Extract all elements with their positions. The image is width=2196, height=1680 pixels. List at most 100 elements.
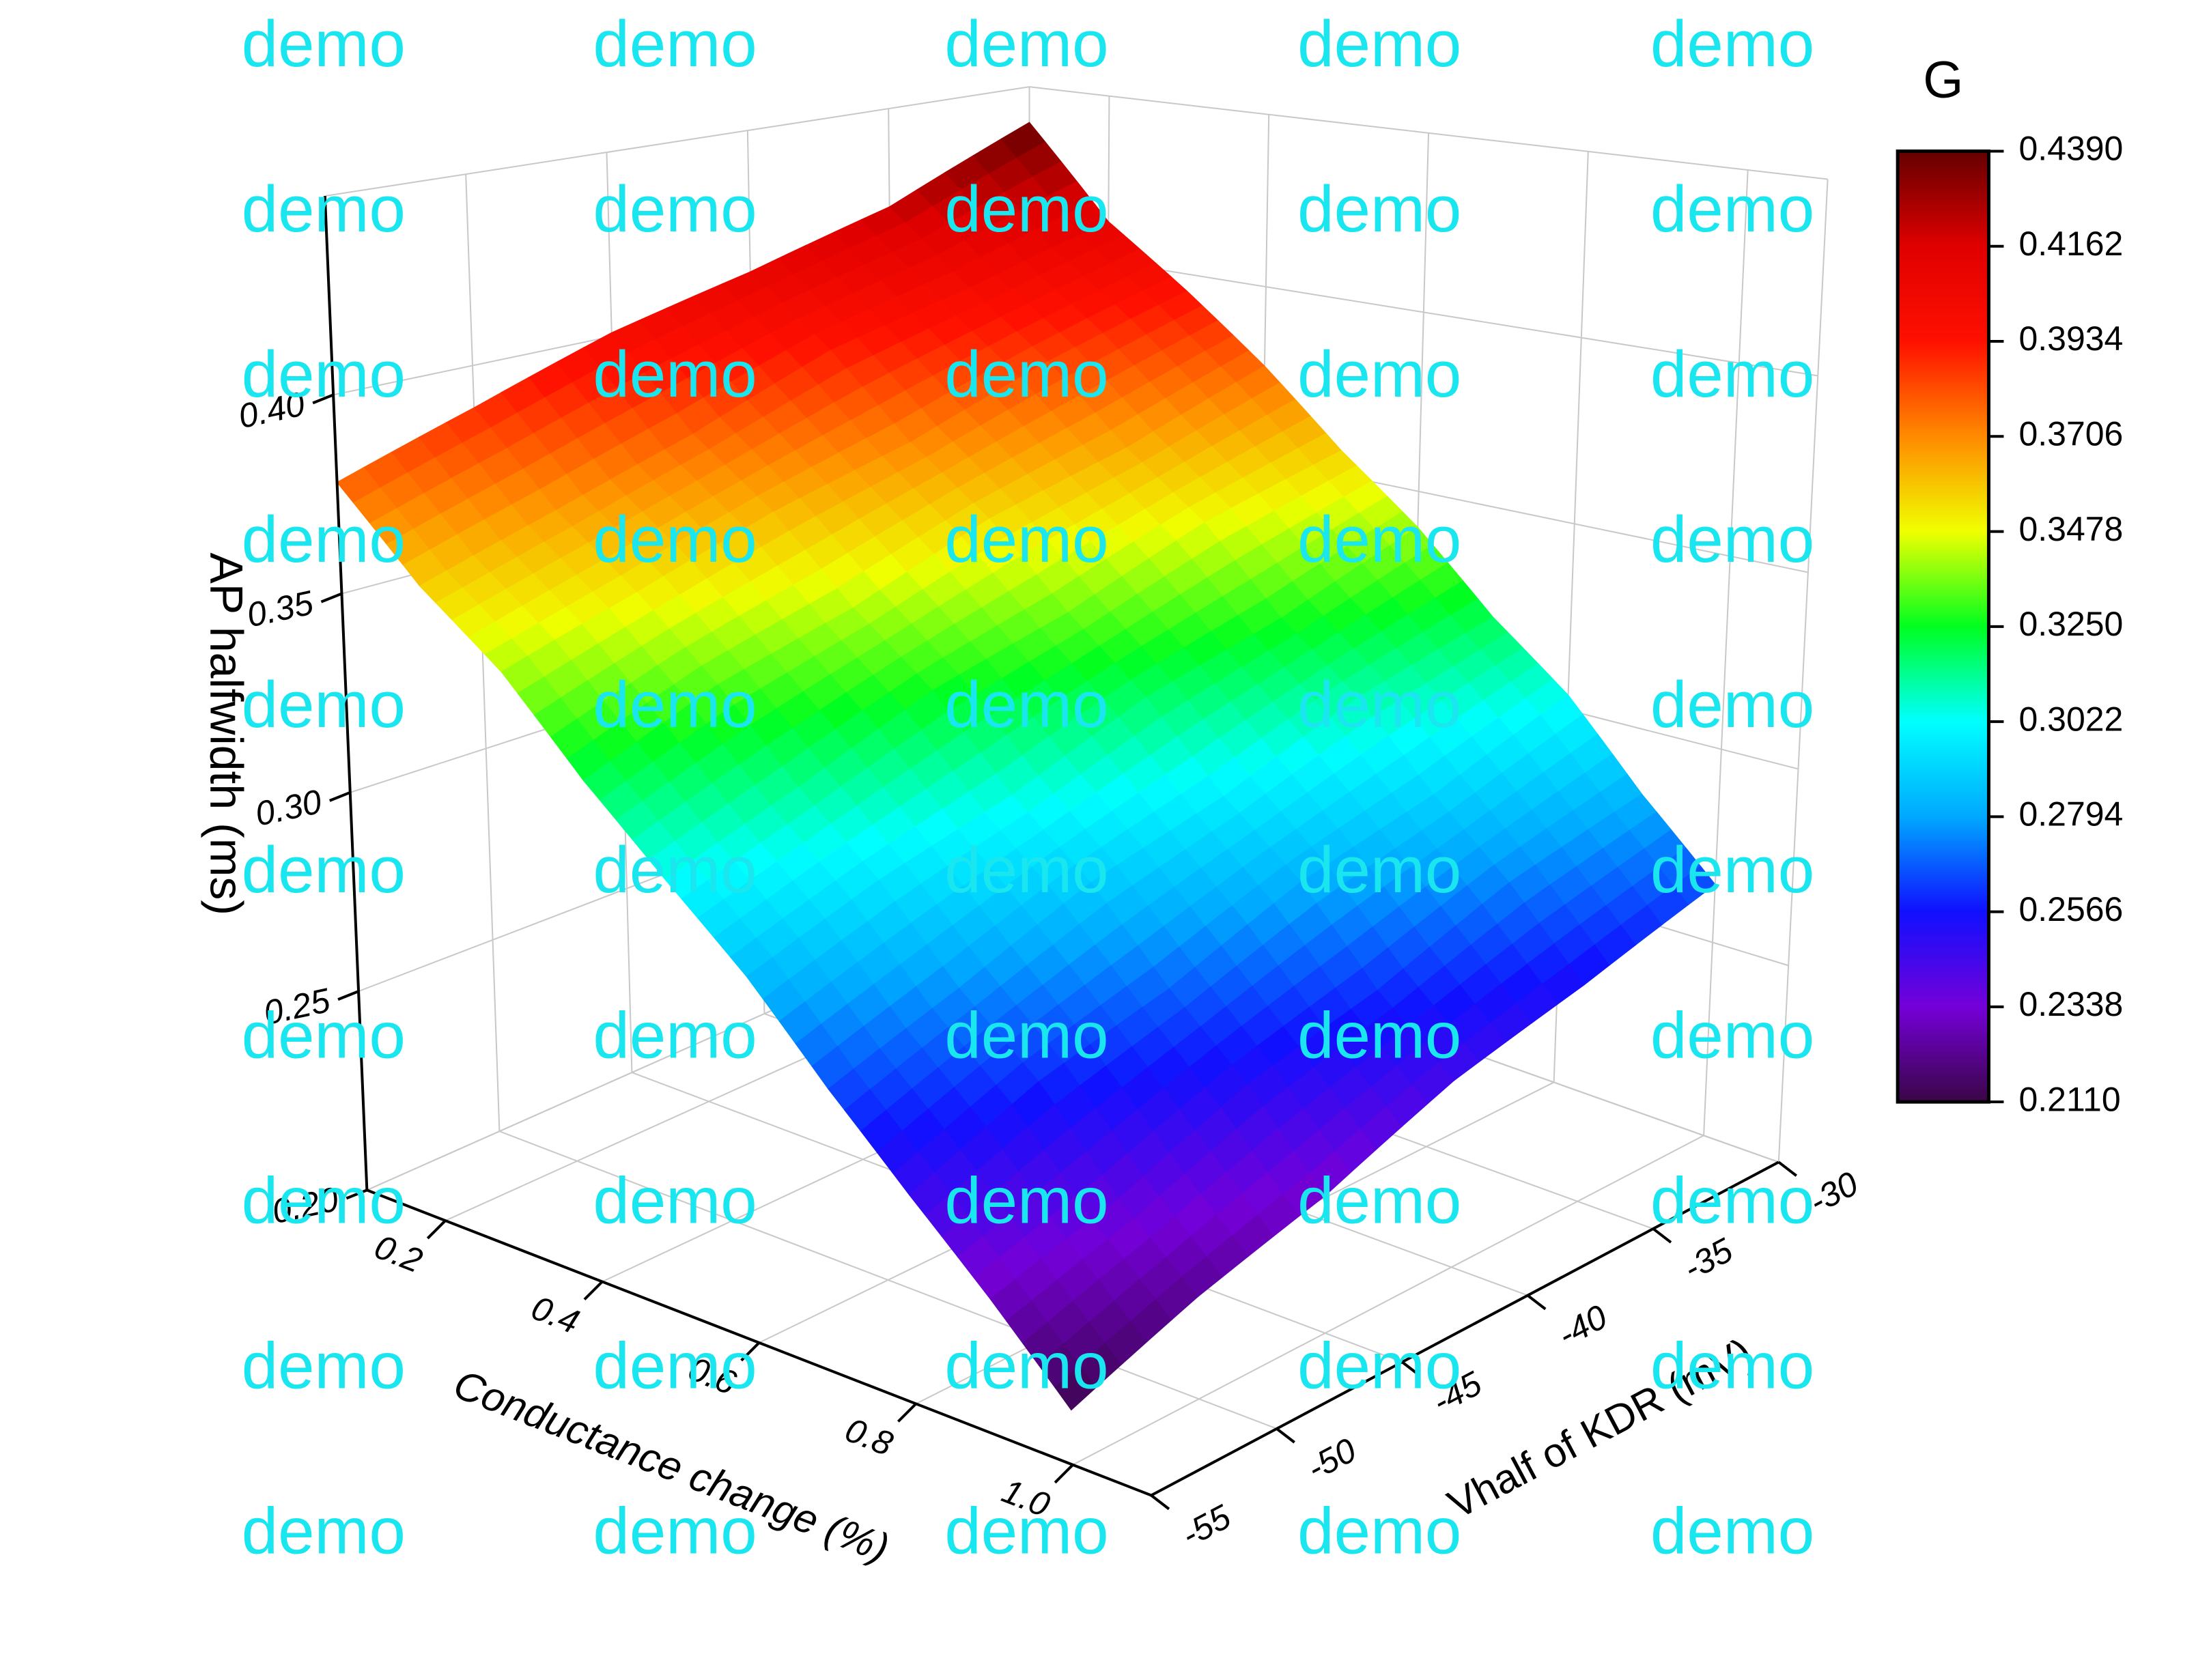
- watermark: demo: [242, 1329, 406, 1402]
- watermark: demo: [593, 8, 757, 81]
- watermark: demo: [1297, 503, 1461, 576]
- z-tick-label: 0.30: [252, 782, 325, 834]
- y-tick: [1527, 1294, 1547, 1311]
- x-grid-line: [1072, 1135, 1704, 1466]
- colorbar-tick-label: 0.2110: [2018, 1080, 2120, 1118]
- watermark: demo: [593, 834, 757, 907]
- surface: [336, 122, 1716, 1411]
- watermark: demo: [593, 1494, 757, 1567]
- watermark: demo: [944, 173, 1108, 246]
- y-axis: [1151, 1161, 1779, 1497]
- x-tick: [583, 1281, 604, 1300]
- watermark: demo: [1297, 668, 1461, 741]
- watermark: demo: [1297, 338, 1461, 411]
- surface-patch: [1673, 866, 1716, 905]
- watermark: demo: [944, 834, 1108, 907]
- watermark: demo: [944, 999, 1108, 1072]
- y-tick-label: -40: [1551, 1297, 1613, 1354]
- surface-patch: [1283, 1173, 1326, 1217]
- z-tick: [346, 1188, 368, 1200]
- y-tick: [1276, 1427, 1295, 1444]
- y-tick-label: -50: [1301, 1431, 1362, 1487]
- watermark: demo: [242, 834, 406, 907]
- z-tick: [329, 791, 351, 802]
- y-tick: [1401, 1361, 1421, 1377]
- z-tick-label: 0.35: [244, 583, 317, 634]
- surface-patch: [1411, 1062, 1454, 1105]
- x-tick: [1054, 1464, 1074, 1484]
- colorbar-tick-label: 0.3934: [2018, 319, 2123, 358]
- x-tick: [426, 1219, 447, 1240]
- colorbar-tick-label: 0.4390: [2018, 130, 2123, 168]
- watermark: demo: [1650, 8, 1814, 81]
- colorbar-tick-label: 0.2338: [2018, 985, 2123, 1023]
- y-grid-line: [499, 1130, 1278, 1429]
- watermark: demo: [1650, 173, 1814, 246]
- colorbar-tick-label: 0.3478: [2018, 510, 2123, 548]
- y-tick: [1150, 1494, 1170, 1511]
- watermark: demo: [1650, 338, 1814, 411]
- watermark: demo: [242, 338, 406, 411]
- z-axis: [323, 196, 369, 1191]
- watermark: demo: [1650, 834, 1814, 907]
- watermark: demo: [242, 173, 406, 246]
- y-tick-label: -35: [1677, 1231, 1738, 1287]
- x-axis: [366, 1188, 1152, 1497]
- watermark: demo: [1297, 1329, 1461, 1402]
- watermark: demo: [1650, 1329, 1814, 1402]
- watermark: demo: [1650, 668, 1814, 741]
- colorbar-tick-label: 0.3706: [2018, 415, 2123, 453]
- z-tick: [320, 592, 343, 603]
- surface-patch: [1542, 963, 1585, 1005]
- x-tick: [897, 1402, 917, 1423]
- watermark: demo: [593, 668, 757, 741]
- colorbar-tick-label: 0.2566: [2018, 890, 2123, 928]
- watermark: demo: [1650, 1494, 1814, 1567]
- watermark: demo: [593, 503, 757, 576]
- colorbar-title: G: [1923, 51, 1963, 109]
- watermark: demo: [1297, 1164, 1461, 1237]
- watermark: demo: [944, 8, 1108, 81]
- y-tick: [1777, 1161, 1798, 1177]
- z-tick: [312, 393, 334, 405]
- watermark: demo: [944, 503, 1108, 576]
- watermark: demo: [242, 503, 406, 576]
- watermark: demo: [944, 1494, 1108, 1567]
- z-axis-title: AP halfwidth (ms): [201, 552, 253, 915]
- watermark: demo: [242, 668, 406, 741]
- watermark: demo: [593, 999, 757, 1072]
- z-tick: [337, 990, 359, 1001]
- y-tick: [1652, 1227, 1672, 1244]
- x-tick-label: 0.4: [526, 1288, 585, 1341]
- watermark: demo: [593, 338, 757, 411]
- surface-patch: [1155, 1277, 1198, 1320]
- watermark: demo: [944, 338, 1108, 411]
- watermark: demo: [242, 8, 406, 81]
- watermark: demo: [944, 1164, 1108, 1237]
- colorbar-tick-label: 0.2794: [2018, 795, 2123, 834]
- colorbar-tick-label: 0.4162: [2018, 225, 2123, 263]
- watermark: demo: [944, 1329, 1108, 1402]
- watermark: demo: [1650, 999, 1814, 1072]
- x-grid-line: [1703, 169, 1749, 1136]
- colorbar-tick-label: 0.3250: [2018, 605, 2123, 643]
- watermark: demo: [593, 1329, 757, 1402]
- x-tick: [740, 1341, 761, 1362]
- colorbar-tick-label: 0.3022: [2018, 700, 2123, 738]
- watermark: demo: [1297, 1494, 1461, 1567]
- watermark: demo: [1297, 8, 1461, 81]
- x-tick-label: 0.8: [840, 1410, 898, 1463]
- watermark: demo: [1650, 1164, 1814, 1237]
- watermark: demo: [593, 1164, 757, 1237]
- watermark: demo: [1650, 503, 1814, 576]
- wall-edge: [1777, 179, 1829, 1163]
- watermark: demo: [242, 1494, 406, 1567]
- y-tick-label: -55: [1175, 1497, 1237, 1554]
- watermark: demo: [1297, 834, 1461, 907]
- watermark: demo: [242, 999, 406, 1072]
- watermark: demo: [1297, 173, 1461, 246]
- y-grid-line: [465, 174, 501, 1132]
- watermark: demo: [593, 173, 757, 246]
- watermark: demo: [944, 668, 1108, 741]
